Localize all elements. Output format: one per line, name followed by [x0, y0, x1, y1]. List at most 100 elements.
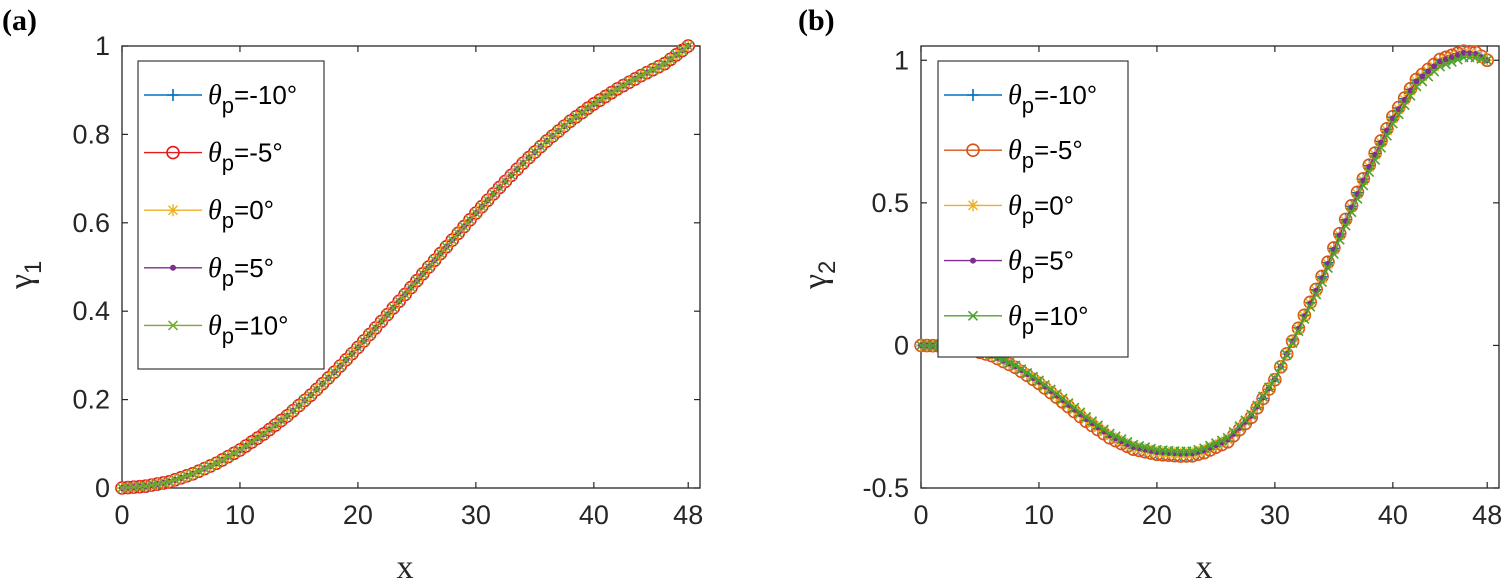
legend-marker	[170, 264, 176, 271]
data-point	[1263, 382, 1275, 393]
legend-item: θp=0°	[944, 190, 1074, 228]
data-point	[199, 463, 210, 474]
data-point	[594, 95, 605, 106]
data-point	[1393, 109, 1404, 120]
legend-marker	[970, 257, 976, 264]
data-point	[1476, 53, 1487, 64]
data-point	[1328, 248, 1339, 259]
legend-item: θp=-10°	[944, 80, 1097, 118]
legend-marker	[967, 199, 979, 212]
data-point	[1199, 443, 1210, 454]
legend-label: θp=-10°	[208, 80, 297, 118]
legend-label: θp=-5°	[1008, 135, 1083, 173]
data-point	[582, 103, 594, 114]
legend-label: θp=-5°	[208, 138, 283, 176]
legend-marker	[967, 310, 979, 321]
data-point	[1340, 220, 1351, 231]
data-point	[1027, 371, 1039, 382]
data-point	[170, 474, 181, 485]
data-point	[1128, 439, 1139, 450]
data-point	[635, 70, 647, 81]
y-tick-label: 1	[95, 31, 110, 61]
data-point	[1364, 166, 1375, 178]
data-point	[1287, 337, 1298, 349]
data-point	[1405, 90, 1416, 101]
data-point	[1470, 52, 1481, 63]
x-tick-label: 10	[225, 500, 255, 530]
data-point	[1092, 420, 1104, 431]
data-point	[1086, 416, 1098, 427]
data-point	[1016, 364, 1027, 375]
data-point	[1216, 435, 1227, 446]
data-point	[659, 58, 670, 69]
data-point	[1204, 440, 1216, 451]
data-point	[1110, 431, 1121, 442]
data-point	[1440, 59, 1451, 70]
data-point	[624, 77, 635, 88]
x-tick-label: 48	[673, 500, 703, 530]
data-point	[193, 466, 204, 477]
data-point	[1122, 436, 1133, 447]
legend-marker	[967, 89, 979, 101]
data-point	[276, 415, 287, 426]
data-point	[1446, 56, 1457, 68]
y-axis-label: γ1	[3, 261, 47, 290]
data-point	[630, 73, 641, 84]
data-point	[1039, 379, 1050, 391]
data-point	[1246, 409, 1257, 420]
y-tick-label: 1	[894, 45, 909, 75]
data-point	[270, 419, 281, 431]
legend-label: θp=5°	[1008, 246, 1074, 284]
data-point	[1334, 234, 1345, 245]
data-point	[683, 40, 694, 52]
legend-marker	[166, 145, 180, 160]
data-point	[606, 87, 617, 98]
x-tick-label: 48	[1472, 500, 1502, 530]
legend-item: θp=5°	[944, 246, 1074, 284]
data-point	[1375, 142, 1387, 153]
data-point	[1482, 55, 1493, 66]
series-10°	[116, 40, 694, 494]
data-point	[1452, 54, 1463, 65]
legend-label: θp=-10°	[1008, 80, 1097, 118]
data-point	[612, 83, 623, 94]
y-tick-label: 0.6	[72, 208, 110, 238]
legend-marker	[167, 204, 179, 217]
data-point	[246, 436, 257, 448]
legend-label: θp=5°	[208, 253, 274, 291]
data-point	[653, 61, 664, 72]
y-axis-label: γ2	[797, 261, 841, 290]
data-point	[677, 45, 688, 56]
data-point	[1381, 130, 1393, 141]
data-point	[1275, 361, 1286, 372]
data-point	[588, 98, 599, 109]
data-point	[1051, 388, 1062, 400]
data-point	[1210, 438, 1221, 449]
data-point	[1057, 393, 1068, 404]
y-tick-label: -0.5	[862, 473, 909, 503]
data-point	[1134, 440, 1145, 452]
data-point	[1293, 326, 1304, 337]
data-point	[1281, 349, 1292, 360]
data-point	[1413, 78, 1420, 85]
legend-item: θp=-10°	[144, 80, 297, 118]
y-tick-label: 0	[95, 473, 110, 503]
data-point	[1258, 391, 1269, 402]
data-point	[1187, 446, 1198, 457]
legend: θp=-10° θp=-5° θp=0° θp=5° θp=10°	[137, 60, 325, 370]
data-point	[576, 107, 588, 118]
data-point	[618, 80, 629, 91]
legend-label: θp=10°	[208, 310, 289, 348]
x-tick-label: 30	[461, 500, 491, 530]
data-point	[641, 67, 652, 78]
data-point	[228, 448, 240, 459]
data-point	[1311, 289, 1322, 300]
data-point	[571, 111, 582, 122]
data-point	[1434, 61, 1446, 72]
data-point	[234, 444, 246, 456]
data-point	[1460, 49, 1467, 56]
data-point	[1431, 63, 1438, 70]
x-tick-label: 10	[1024, 500, 1054, 530]
data-point	[1022, 367, 1033, 379]
